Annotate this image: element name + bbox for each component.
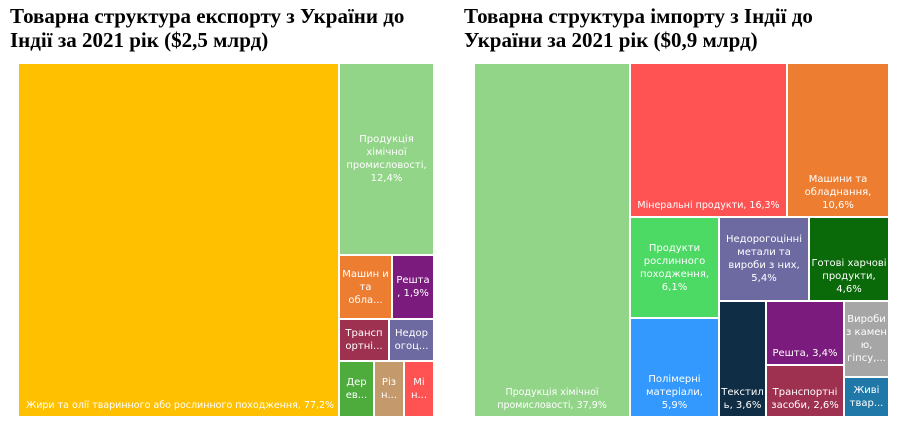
minerals-label: Мі н... xyxy=(410,377,428,401)
machinery-import-label: Машини та обладнання, 10,6% xyxy=(804,174,872,211)
other-label: Решта , 1,9% xyxy=(396,275,430,299)
base-metals-label: Недор огоц... xyxy=(394,328,429,352)
live-animals-tile xyxy=(843,376,890,418)
live-animals-label: Живі твар... xyxy=(849,385,884,409)
base-metals-import-label: Недорогоцінні метали та вироби з них, 5,… xyxy=(726,234,802,284)
import-chart-title: Товарна структура імпорту з Індії до Укр… xyxy=(464,4,813,52)
misc-label: Різ н... xyxy=(380,377,398,401)
mineral-products-label: Мінеральні продукти, 16,3% xyxy=(637,200,780,211)
wood-tile xyxy=(338,360,375,418)
export-treemap xyxy=(17,62,435,418)
machinery-import-tile xyxy=(786,62,890,218)
polymers-label: Полімерні матеріали, 5,9% xyxy=(646,374,703,411)
minerals-tile xyxy=(403,360,435,418)
chemical-label: Продукція хімічної промисловості, 12,4% xyxy=(346,134,427,184)
textiles-label: Текстил ь, 3,6% xyxy=(721,387,764,411)
other-tile xyxy=(391,254,435,320)
chemical-tile xyxy=(338,62,435,256)
transport-label: Трансп ортні... xyxy=(345,328,383,352)
stone-articles-label: Вироби з камен ю, гіпсу,... xyxy=(846,314,887,364)
textiles-tile xyxy=(718,300,767,418)
mineral-products-tile xyxy=(629,62,788,218)
machinery-label: Машин и та обла... xyxy=(342,268,389,306)
chemical-import-tile xyxy=(473,62,631,418)
export-chart-title: Товарна структура експорту з України до … xyxy=(10,4,405,52)
stone-articles-tile xyxy=(843,300,890,378)
transport-import-label: Транспортні засоби, 2,6% xyxy=(771,387,839,411)
import-treemap xyxy=(473,62,890,418)
fats-oils-tile xyxy=(17,62,340,418)
other-import-label: Решта, 3,4% xyxy=(772,348,838,359)
chemical-import-label: Продукція хімічної промисловості, 37,9% xyxy=(497,387,607,411)
plant-products-label: Продукти рослинного походження, 6,1% xyxy=(639,242,710,293)
wood-label: Дер ев... xyxy=(345,377,368,401)
fats-oils-label: Жири та олії тваринного або рослинного п… xyxy=(26,400,335,411)
polymers-tile xyxy=(629,317,720,418)
prepared-food-label: Готові харчові продукти, 4,6% xyxy=(811,258,887,295)
